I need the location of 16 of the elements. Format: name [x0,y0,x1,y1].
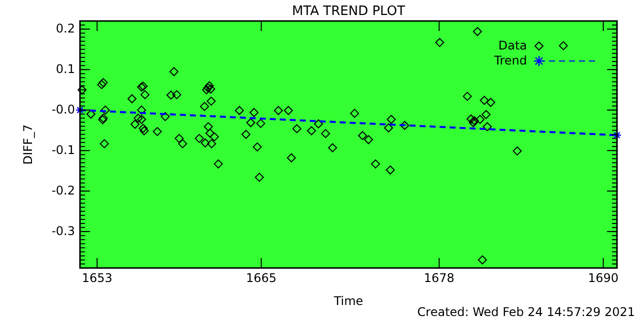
legend-label: Trend [493,53,527,68]
legend-label: Data [498,38,527,52]
y-tick-label: 0.1 [56,62,75,76]
y-tick-label: -0.2 [52,183,75,198]
x-axis-title: Time [332,294,364,308]
y-tick-label: 0.2 [56,21,75,36]
x-tick-label: 1653 [82,271,112,285]
y-tick-label: -0.3 [52,224,75,238]
y-axis-title: DIFF_7 [21,124,35,165]
x-tick-label: 1678 [424,271,454,285]
y-tick-label: -0.1 [52,142,75,157]
chart-title: MTA TREND PLOT [292,4,406,19]
x-tick-label: 1690 [588,271,619,285]
x-tick-label: 1665 [246,271,277,285]
text: Created: Wed Feb 24 14:57:29 2021 [417,305,635,319]
y-tick-label: -0.0 [52,102,75,116]
